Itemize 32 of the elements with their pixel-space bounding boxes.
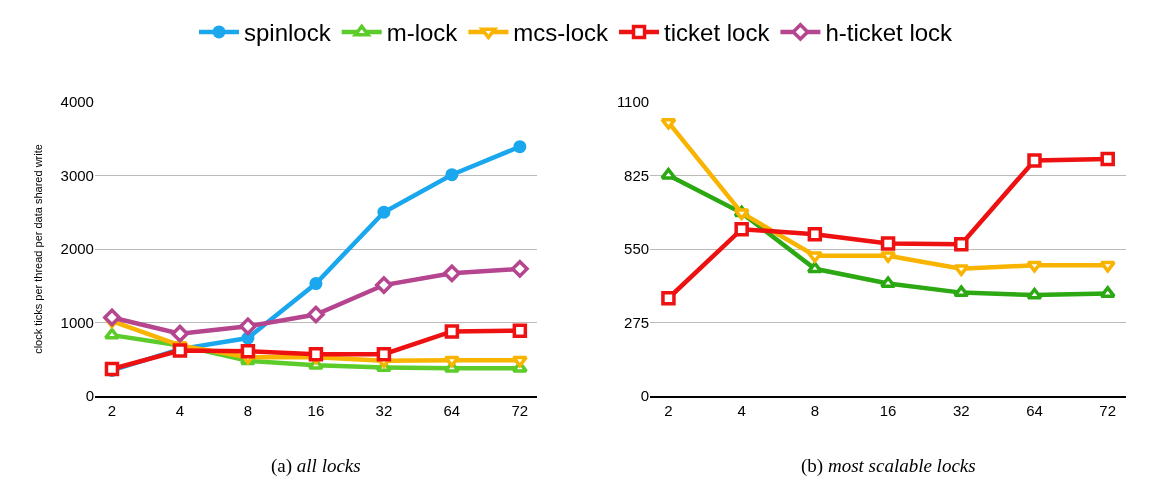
x-tick-label: 64 [1026,401,1043,419]
x-tick-label: 8 [243,401,253,419]
x-tick-label: 16 [879,401,897,419]
x-tick-label: 16 [307,401,325,419]
y-tick-label: 3000 [60,166,94,184]
legend-label: h-ticket lock [825,19,954,47]
y-tick-label: 550 [624,240,650,258]
text: (a) all locks [271,455,361,477]
text: (b) most scalable locks [801,455,976,477]
x-tick-label: 2 [107,401,117,419]
y-tick-label: 2000 [60,240,94,258]
x-tick-label: 8 [810,401,820,419]
y-tick-label: 0 [85,387,94,405]
legend-label: m-lock [386,19,459,47]
legend-label: spinlock [244,19,332,47]
x-tick-label: 32 [952,401,970,419]
legend-label: ticket lock [664,19,771,47]
x-tick-label: 4 [737,401,746,419]
y-tick-label: 1100 [616,93,650,111]
legend-label: mcs-lock [513,19,610,47]
x-tick-label: 72 [1099,401,1117,419]
y-tick-label: 1000 [60,313,94,331]
x-tick-label: 32 [375,401,393,419]
x-tick-label: 4 [175,401,185,419]
y-tick-label: 825 [624,166,650,184]
y-axis-title: clock ticks per thread per data shared write [32,144,45,354]
y-tick-label: 0 [640,387,650,405]
y-tick-label: 275 [624,313,650,331]
x-tick-label: 64 [443,401,461,419]
x-tick-label: 2 [664,401,673,419]
y-tick-label: 4000 [60,93,94,111]
x-tick-label: 72 [511,401,529,419]
